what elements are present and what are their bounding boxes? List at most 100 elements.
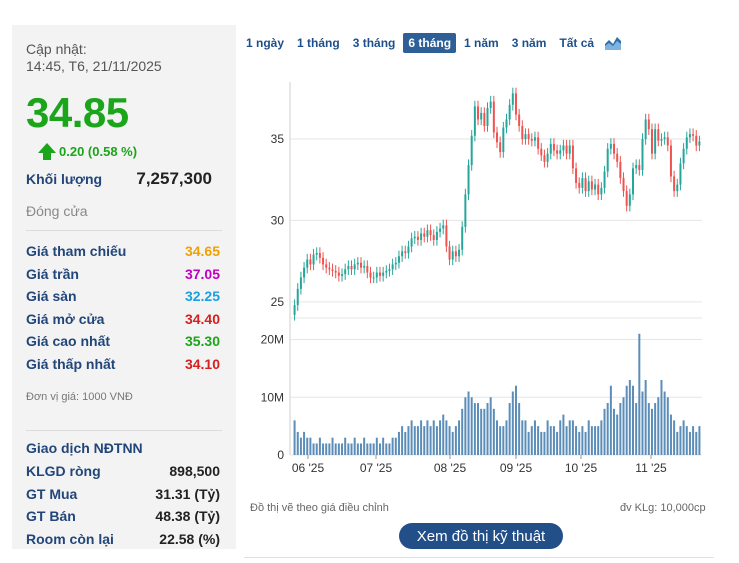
volume-bar xyxy=(521,420,524,455)
candle-body xyxy=(423,233,426,237)
volume-bar xyxy=(654,403,657,455)
update-label: Cập nhật: xyxy=(26,41,87,57)
divider xyxy=(244,557,714,558)
volume-bar xyxy=(356,443,359,455)
candle-body xyxy=(489,101,492,109)
volume-bar xyxy=(448,426,451,455)
candle-body xyxy=(603,171,606,188)
candle-body xyxy=(442,225,445,229)
volume-bar xyxy=(296,431,299,455)
volume-bar xyxy=(650,408,653,455)
foreign-trading-label: KLGD ròng xyxy=(26,463,101,479)
volume-bar xyxy=(590,426,593,455)
tab-all[interactable]: Tất cả xyxy=(559,36,595,50)
area-chart-icon[interactable] xyxy=(604,35,623,51)
divider xyxy=(26,230,222,231)
candle-body xyxy=(344,269,347,275)
candle-body xyxy=(584,178,587,192)
candle-body xyxy=(673,176,676,192)
candle-body xyxy=(609,143,612,149)
candle-body xyxy=(619,161,622,179)
volume-bar xyxy=(597,426,600,455)
candle-body xyxy=(451,251,454,260)
volume-bar xyxy=(660,379,663,455)
volume-bar xyxy=(454,426,457,455)
volume-bar xyxy=(581,426,584,455)
volume-tick-label: 10M xyxy=(261,390,284,404)
volume-bar xyxy=(477,403,480,455)
candle-body xyxy=(499,142,502,153)
volume-tick-label: 0 xyxy=(277,448,284,462)
candle-body xyxy=(669,145,672,177)
candle-body xyxy=(666,137,669,146)
volume-bar xyxy=(303,431,306,455)
candle-body xyxy=(293,305,296,315)
volume-bar xyxy=(461,408,464,455)
price-tick-label: 35 xyxy=(271,132,285,146)
candle-body xyxy=(638,165,641,170)
foreign-trading-row: KLGD ròng 898,500 xyxy=(26,463,220,479)
candle-body xyxy=(429,230,432,236)
candle-body xyxy=(322,257,325,265)
tab-3-years[interactable]: 3 năm xyxy=(511,36,547,50)
price-change-value: 0.20 (0.58 %) xyxy=(59,143,138,159)
volume-bar xyxy=(669,414,672,455)
candle-body xyxy=(562,145,565,151)
candle-body xyxy=(505,119,508,128)
candle-body xyxy=(647,119,650,130)
volume-bar xyxy=(322,443,325,455)
stat-row: Giá sàn 32.25 xyxy=(26,288,220,304)
volume-bar xyxy=(698,426,701,455)
volume-bar xyxy=(426,420,429,455)
price-tick-label: 25 xyxy=(271,295,285,309)
volume-bar xyxy=(293,420,296,455)
volume-bar xyxy=(420,420,423,455)
volume-bar xyxy=(613,408,616,455)
foreign-trading-row: GT Bán 48.38 (Tỷ) xyxy=(26,508,220,524)
candle-body xyxy=(375,272,378,278)
market-status: Đóng cửa xyxy=(26,203,88,219)
tab-6-months[interactable]: 6 tháng xyxy=(403,33,457,53)
candle-body xyxy=(420,233,423,240)
candle-body xyxy=(347,266,350,270)
candle-body xyxy=(511,93,514,105)
volume-bar xyxy=(353,437,356,455)
candle-body xyxy=(448,246,451,260)
stat-label: Giá trần xyxy=(26,265,79,282)
volume-bar xyxy=(328,443,331,455)
tab-1-day[interactable]: 1 ngày xyxy=(246,36,285,50)
candle-body xyxy=(587,181,590,192)
volume-bar xyxy=(309,437,312,455)
volume-bar xyxy=(363,437,366,455)
volume-bar xyxy=(632,385,634,455)
candle-body xyxy=(464,194,467,227)
volume-bar xyxy=(407,426,410,455)
volume-bar xyxy=(549,426,552,455)
tab-1-year[interactable]: 1 năm xyxy=(464,36,499,50)
candle-body xyxy=(632,168,634,195)
candle-body xyxy=(543,155,546,162)
candle-body xyxy=(559,150,562,154)
volume-bar xyxy=(312,443,315,455)
candle-body xyxy=(426,230,429,237)
candle-body xyxy=(363,266,366,268)
candle-body xyxy=(318,253,321,258)
candle-body xyxy=(628,194,631,206)
volume-bar xyxy=(347,443,350,455)
candle-body xyxy=(432,235,435,240)
volume-bar xyxy=(673,420,676,455)
candle-body xyxy=(496,132,498,143)
tab-1-month[interactable]: 1 tháng xyxy=(297,36,340,50)
candle-body xyxy=(594,184,597,190)
volume-bar xyxy=(410,420,413,455)
candle-body xyxy=(650,129,653,154)
candle-body xyxy=(470,135,473,166)
volume-bar xyxy=(511,391,514,455)
update-info: Cập nhật: 14:45, T6, 21/11/2025 xyxy=(26,41,162,75)
candle-body xyxy=(578,182,581,188)
tab-3-months[interactable]: 3 tháng xyxy=(352,36,396,50)
volume-bar xyxy=(325,443,328,455)
candle-body xyxy=(473,106,476,136)
volume-bar xyxy=(628,379,631,455)
technical-chart-button[interactable]: Xem đồ thị kỹ thuật xyxy=(399,523,563,549)
